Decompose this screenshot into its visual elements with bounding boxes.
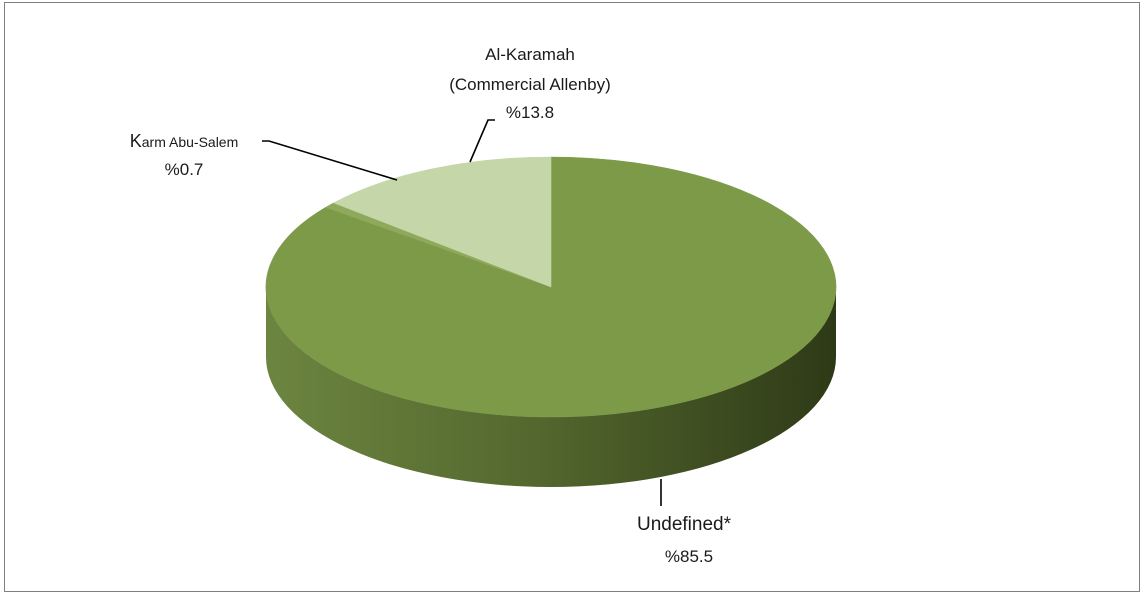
slice-label-karm-abu-salem: Karm Abu-Salem — [130, 131, 239, 151]
slice-value-undefined: %85.5 — [665, 547, 713, 566]
leader-line-karm-abu-salem — [262, 140, 398, 181]
pie-slice-al-karamah-commercial-allenby — [332, 156, 552, 288]
slice-value-karm-abu-salem: %0.7 — [165, 160, 204, 179]
slice-label-al-karamah-line2: (Commercial Allenby) — [449, 75, 611, 94]
slice-value-al-karamah: %13.8 — [506, 103, 554, 122]
leader-line-al-karamah — [469, 119, 495, 163]
slice-label-karm-initial: K — [130, 131, 142, 151]
pie-side-wall — [266, 287, 836, 487]
slice-label-karm-rest: arm Abu-Salem — [142, 134, 238, 150]
slice-label-undefined: Undefined* — [637, 514, 732, 535]
slice-label-al-karamah: Al-Karamah — [485, 45, 575, 64]
